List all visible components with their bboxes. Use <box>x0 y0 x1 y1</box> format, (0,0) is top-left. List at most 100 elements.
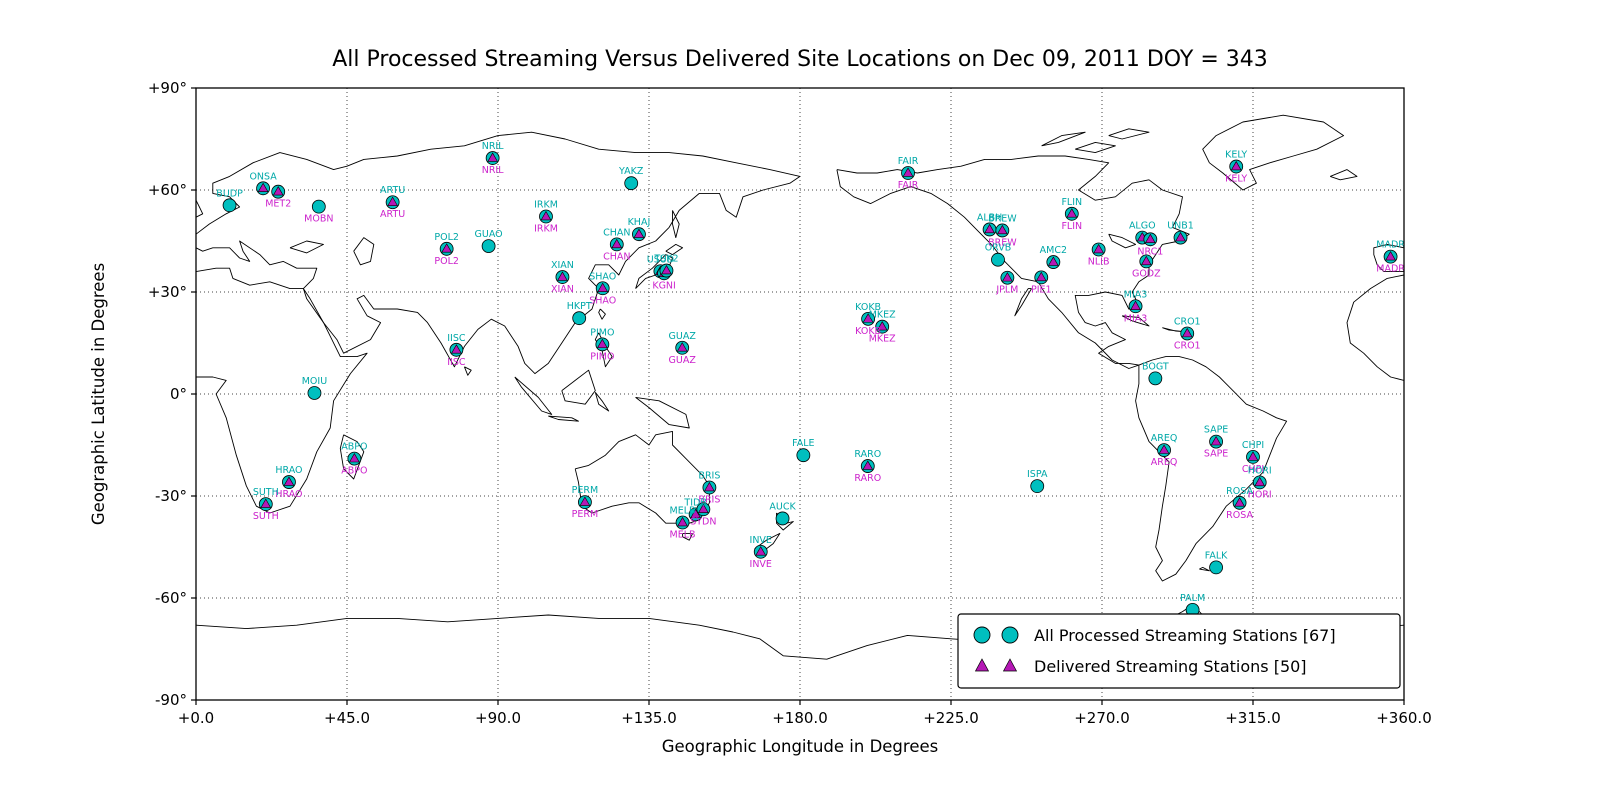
x-axis-label: Geographic Longitude in Degrees <box>662 737 938 756</box>
delivered-station-marker <box>1230 160 1242 171</box>
y-axis-label: Geographic Latitude in Degrees <box>89 263 108 525</box>
processed-station-marker <box>307 386 322 400</box>
delivered-station-marker <box>1158 444 1170 454</box>
station-label: PIMO <box>590 327 614 338</box>
delivered-station-marker <box>704 481 715 492</box>
legend-circle-icon <box>1001 626 1019 644</box>
station-BOGT <box>1148 371 1163 386</box>
processed-station-marker <box>572 311 587 326</box>
delivered-station-marker <box>862 313 874 323</box>
station-ONSA <box>256 181 271 196</box>
station-label: NRIL <box>482 141 505 152</box>
station-label: ROSA <box>1226 510 1253 521</box>
station-SHAO <box>595 281 610 296</box>
station-label: AMC2 <box>1040 245 1067 256</box>
station-label: INVE <box>750 535 772 546</box>
delivered-station-marker <box>349 452 360 463</box>
station-label: MIA3 <box>1124 289 1148 300</box>
x-tick-label: +270.0 <box>1074 709 1130 727</box>
station-FLIN <box>1064 206 1079 221</box>
station-ARTU <box>385 195 400 210</box>
delivered-station-marker <box>902 167 914 177</box>
station-label: FLIN <box>1061 197 1082 208</box>
station-label: BREW <box>988 237 1017 248</box>
processed-station-marker <box>311 199 326 214</box>
station-label: SAPE <box>1204 425 1228 436</box>
station-label: FLIN <box>1061 221 1082 232</box>
station-label: MIA3 <box>1124 313 1148 324</box>
station-label: MADR <box>1376 264 1405 275</box>
station-YAKZ <box>624 176 639 191</box>
station-label: HRAO <box>275 465 302 476</box>
station-label: SAPE <box>1204 449 1228 460</box>
x-tick-label: +180.0 <box>772 709 828 727</box>
station-NRC1 <box>1143 232 1158 247</box>
station-KOKB <box>861 311 876 326</box>
axes-border <box>195 87 1405 701</box>
station-label: TSK2 <box>653 254 678 265</box>
station-label: FALE <box>792 438 814 449</box>
station-label: ARTU <box>380 185 405 196</box>
processed-station-marker <box>991 252 1005 267</box>
legend-circle-icon <box>973 626 991 644</box>
station-CHAN <box>609 237 624 252</box>
station-label: MADR <box>1376 240 1405 251</box>
station-INVE <box>753 544 768 559</box>
processed-station-marker <box>222 198 237 213</box>
processed-station-marker <box>1148 371 1163 386</box>
station-KHAJ <box>632 227 646 242</box>
station-label: ROSA <box>1226 486 1253 497</box>
station-label: SUTH <box>253 511 279 522</box>
station-FAIR <box>901 166 915 180</box>
station-UNB1 <box>1173 230 1188 245</box>
y-tick-label: +30° <box>148 283 187 301</box>
station-markers: BUDP ONSA MET2 MOBN ARTU ARTU NRIL NRIL YAKZ IRKM… <box>216 141 1405 617</box>
station-IRKM <box>539 209 553 224</box>
station-ROSA <box>1232 495 1247 510</box>
x-tick-label: +0.0 <box>178 709 214 727</box>
station-ALBH <box>982 222 997 237</box>
station-RARO <box>860 459 875 473</box>
station-PERM <box>578 495 592 510</box>
station-SAPE <box>1209 434 1223 449</box>
station-label: SYDN <box>690 516 716 527</box>
delivered-station-marker <box>1145 233 1156 244</box>
station-label: IRKM <box>534 224 558 235</box>
processed-station-marker <box>775 511 790 526</box>
x-tick-label: +225.0 <box>923 709 979 727</box>
station-label: PALM <box>1180 593 1205 604</box>
station-JPLM <box>1000 270 1015 285</box>
station-FALK <box>1209 560 1223 575</box>
station-label: PIMO <box>590 351 614 362</box>
station-label: ABPO <box>341 442 367 453</box>
station-MKEZ <box>875 319 890 334</box>
delivered-station-marker <box>698 503 709 513</box>
station-label: AREQ <box>1151 457 1178 468</box>
station-label: CHPI <box>1242 464 1264 475</box>
station-label: GUAZ <box>669 331 697 342</box>
processed-station-marker <box>796 448 811 463</box>
station-label: NLIB <box>1088 257 1110 268</box>
delivered-station-marker <box>579 496 591 506</box>
station-GUAO <box>481 239 496 254</box>
station-label: ARTU <box>380 209 405 220</box>
station-NRIL <box>485 151 500 165</box>
station-label: FALK <box>1205 550 1228 561</box>
station-label: KGNI <box>652 280 676 291</box>
station-MIA3 <box>1128 299 1143 314</box>
axis-ticks: +0.0 +45.0 +90.0 +135.0 +180.0 +225.0 +270.0 +3… <box>148 79 1432 727</box>
station-label: PERM <box>572 509 599 520</box>
processed-station-marker <box>1209 560 1223 575</box>
delivered-station-marker <box>1181 327 1193 338</box>
legend: All Processed Streaming Stations [67] De… <box>957 613 1401 689</box>
legend-triangle-icon <box>1002 658 1018 672</box>
station-KELY <box>1229 159 1244 174</box>
station-label: CRO1 <box>1174 316 1201 327</box>
station-label: MELB <box>670 506 696 517</box>
station-label: KELY <box>1225 150 1247 161</box>
station-label: TIDB <box>683 497 706 508</box>
x-tick-label: +315.0 <box>1225 709 1281 727</box>
station-MELB <box>675 515 690 530</box>
station-POL2 <box>439 241 454 256</box>
